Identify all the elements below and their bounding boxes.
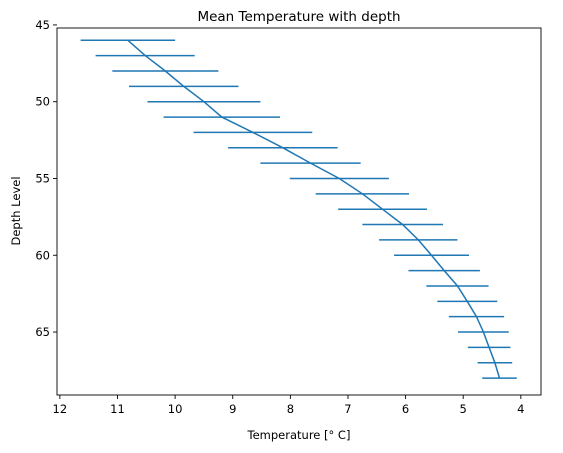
x-tick-label: 9 xyxy=(229,402,236,416)
y-axis-label: Depth Level xyxy=(9,176,23,245)
x-tick-label: 12 xyxy=(53,402,68,416)
chart-title: Mean Temperature with depth xyxy=(197,9,400,25)
plot-area xyxy=(80,39,517,379)
x-axis: 12 11 10 9 8 7 6 5 4 xyxy=(53,395,524,416)
plot-frame xyxy=(56,27,542,396)
y-tick-label: 55 xyxy=(35,171,50,185)
y-tick-label: 60 xyxy=(35,248,50,262)
x-tick-label: 4 xyxy=(517,402,524,416)
x-tick-label: 7 xyxy=(344,402,351,416)
mean-temperature-line xyxy=(127,39,501,379)
y-axis: 45 50 55 60 65 xyxy=(35,18,57,339)
x-tick-label: 5 xyxy=(460,402,467,416)
y-tick-label: 45 xyxy=(35,18,50,32)
x-axis-label: Temperature [° C] xyxy=(247,428,351,442)
x-tick-label: 10 xyxy=(168,402,183,416)
x-tick-label: 6 xyxy=(402,402,409,416)
x-tick-label: 8 xyxy=(287,402,294,416)
y-tick-label: 50 xyxy=(35,95,50,109)
x-tick-label: 11 xyxy=(110,402,125,416)
y-tick-label: 65 xyxy=(35,325,50,339)
